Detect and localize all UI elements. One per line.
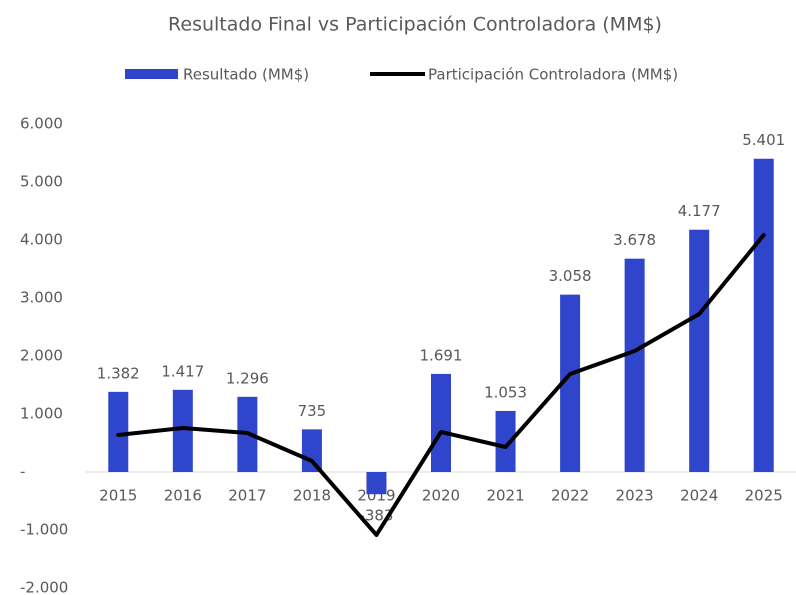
- x-tick-label: 2021: [486, 487, 524, 505]
- data-label: 5.401: [742, 131, 785, 149]
- bar: [431, 373, 451, 472]
- legend-swatch: [125, 69, 178, 79]
- y-tick-label: 5.000: [20, 173, 63, 191]
- data-label: 1.382: [97, 364, 140, 382]
- bar: [366, 472, 387, 495]
- y-tick-label: -: [20, 463, 25, 481]
- bar: [753, 158, 774, 472]
- bar: [560, 294, 581, 472]
- x-tick-label: 2023: [616, 487, 654, 505]
- y-tick-label: 3.000: [20, 289, 63, 307]
- bar: [495, 410, 516, 472]
- chart-title: Resultado Final vs Participación Control…: [168, 14, 662, 36]
- x-tick-label: 2025: [745, 487, 783, 505]
- x-tick-label: 2024: [680, 487, 718, 505]
- data-label: 1.691: [420, 346, 463, 364]
- y-tick-label: -1.000: [20, 521, 68, 539]
- data-label: 735: [298, 402, 327, 420]
- x-tick-label: 2016: [164, 487, 202, 505]
- y-tick-label: 4.000: [20, 231, 63, 249]
- line-series: [116, 233, 766, 537]
- data-label: 1.417: [161, 362, 204, 380]
- data-label: 1.053: [484, 383, 527, 401]
- bar: [301, 429, 322, 472]
- data-label: 3.678: [613, 231, 656, 249]
- y-tick-label: 6.000: [20, 115, 63, 133]
- y-tick-label: 2.000: [20, 347, 63, 365]
- data-label: 4.177: [678, 202, 721, 220]
- x-tick-label: 2022: [551, 487, 589, 505]
- y-tick-label: -2.000: [20, 579, 68, 595]
- y-tick-label: 1.000: [20, 405, 63, 423]
- x-tick-label: 2018: [293, 487, 331, 505]
- legend-label: Resultado (MM$): [183, 66, 309, 84]
- bar: [108, 391, 129, 472]
- legend-label: Participación Controladora (MM$): [428, 66, 678, 84]
- x-tick-label: 2017: [228, 487, 266, 505]
- bar: [624, 258, 645, 472]
- data-label: 3.058: [549, 267, 592, 285]
- x-tick-label: 2015: [99, 487, 137, 505]
- x-tick-label: 2020: [422, 487, 460, 505]
- bar: [172, 389, 193, 472]
- data-label: 1.296: [226, 369, 269, 387]
- bar: [689, 229, 710, 472]
